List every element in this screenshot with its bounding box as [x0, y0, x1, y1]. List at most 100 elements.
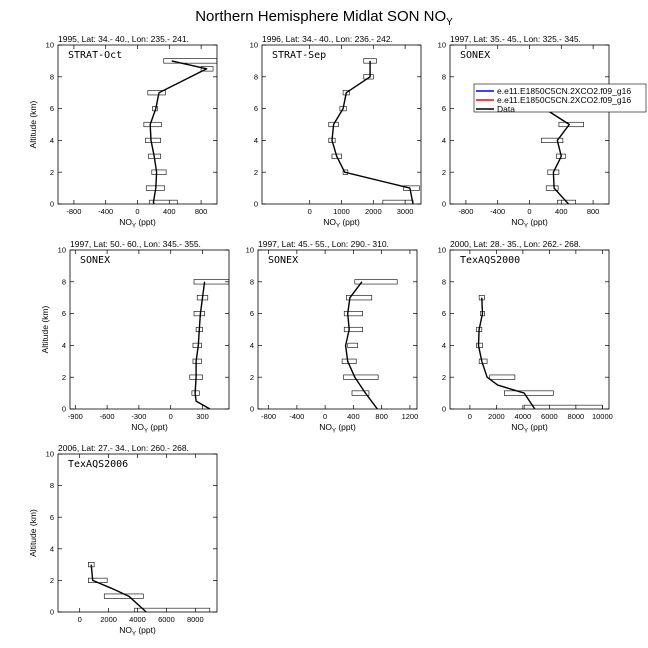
x-tick-label: -400	[98, 207, 113, 216]
x-tick-label: 400	[347, 412, 360, 421]
data-line	[194, 281, 211, 409]
x-tick-label: -800	[66, 207, 81, 216]
y-tick-label: 10	[250, 41, 258, 50]
plot-frame	[449, 249, 610, 410]
x-axis-label: NOY (ppt)	[323, 217, 360, 230]
x-tick-label: -300	[131, 412, 146, 421]
data-line	[331, 60, 414, 204]
y-tick-label: 6	[442, 309, 446, 318]
panel-title: 1996, Lat: 34.- 40., Lon: 236.- 242.	[262, 34, 393, 44]
y-tick-label: 0	[442, 405, 446, 414]
y-tick-label: 8	[62, 277, 66, 286]
y-tick-label: 10	[58, 246, 66, 255]
x-tick-label: 0	[323, 412, 327, 421]
panel-title: 1997, Lat: 50.- 60., Lon: 345.- 355.	[70, 239, 201, 249]
y-tick-label: 8	[442, 72, 446, 81]
range-bar	[149, 199, 178, 204]
plot-frame	[257, 249, 418, 410]
panel: 1997, Lat: 45.- 55., Lon: 290.- 310. 0 2 4 6…	[246, 239, 419, 435]
range-bar	[163, 58, 217, 64]
range-bar	[192, 342, 202, 348]
range-bar	[347, 342, 358, 348]
plot-area	[189, 279, 229, 409]
plot-area	[143, 58, 217, 204]
plot-frame	[57, 44, 218, 205]
data-line	[344, 281, 378, 409]
x-tick-label: 8000	[187, 615, 204, 624]
campaign-label: SONEX	[268, 255, 298, 266]
x-axis-label: NOY (ppt)	[119, 217, 156, 230]
plot-frame	[69, 249, 230, 410]
y-axis-label: Altitude (km)	[28, 509, 38, 557]
x-tick-label: -400	[289, 412, 304, 421]
x-tick-label: 0	[169, 412, 173, 421]
x-tick-label: 1200	[402, 412, 419, 421]
x-axis-label: NOY (ppt)	[511, 217, 548, 230]
y-tick-label: 6	[50, 104, 54, 113]
panel-title: 1997, Lat: 35.- 45., Lon: 325.- 345.	[450, 34, 581, 44]
range-bar	[134, 607, 211, 612]
x-tick-label: -600	[100, 412, 115, 421]
range-bar	[343, 311, 363, 317]
range-bar	[145, 137, 161, 143]
x-axis-label: NOY (ppt)	[511, 422, 548, 435]
y-tick-label: 6	[442, 104, 446, 113]
panel: 1995, Lat: 34.- 40., Lon: 235.- 241. 0 2 4 6…	[28, 34, 218, 230]
data-line	[149, 60, 208, 204]
range-bar	[143, 121, 162, 128]
y-tick-label: 6	[250, 309, 254, 318]
x-tick-label: 6000	[541, 412, 558, 421]
x-tick-label: 400	[163, 207, 176, 216]
range-bar	[541, 137, 564, 143]
range-bar	[545, 185, 559, 191]
y-tick-label: 4	[250, 341, 254, 350]
panel-title: 2006, Lat: 27.- 34., Lon: 260.- 268.	[58, 443, 189, 453]
y-tick-label: 6	[62, 309, 66, 318]
range-bar	[151, 169, 167, 175]
x-axis-label: NOY (ppt)	[319, 422, 356, 435]
range-bar	[343, 374, 379, 380]
y-tick-label: 4	[254, 136, 258, 145]
panel-title: 2000, Lat: 28.- 35., Lon: 262.- 268.	[450, 239, 581, 249]
y-tick-label: 4	[62, 341, 66, 350]
x-tick-label: 0	[468, 412, 472, 421]
x-tick-label: 0	[135, 207, 139, 216]
panel: 1997, Lat: 35.- 45., Lon: 325.- 345. 0 2 4 6…	[438, 34, 610, 230]
panels: 1995, Lat: 34.- 40., Lon: 235.- 241. 0 2 4 6…	[28, 34, 647, 638]
x-tick-label: 800	[195, 207, 208, 216]
range-bar	[351, 390, 370, 396]
x-tick-label: 0	[527, 207, 531, 216]
range-bar	[147, 90, 166, 96]
y-tick-label: 2	[254, 168, 258, 177]
legend: e.e11.E1850C5CN.2XCO2.f09_g16e.e11.E1850…	[473, 83, 647, 114]
y-tick-label: 2	[250, 373, 254, 382]
y-tick-label: 0	[250, 405, 254, 414]
range-bar	[200, 66, 214, 72]
x-tick-label: 3000	[397, 207, 414, 216]
range-bar	[558, 121, 584, 128]
plot-area	[476, 295, 603, 409]
x-tick-label: 800	[375, 412, 388, 421]
legend-box	[473, 83, 647, 113]
x-tick-label: 2000	[365, 207, 382, 216]
panel: 1996, Lat: 34.- 40., Lon: 236.- 242. 0 2 4 6…	[250, 34, 422, 230]
campaign-label: SONEX	[460, 50, 490, 61]
x-tick-label: 0	[78, 615, 82, 624]
x-tick-label: -800	[458, 207, 473, 216]
x-tick-label: 4000	[515, 412, 532, 421]
panel-title: 1995, Lat: 34.- 40., Lon: 235.- 241.	[58, 34, 189, 44]
x-tick-label: 0	[308, 207, 312, 216]
range-bar	[363, 74, 374, 80]
x-tick-label: 6000	[158, 615, 175, 624]
x-tick-label: 10000	[592, 412, 613, 421]
y-axis-label: Altitude (km)	[28, 100, 38, 148]
legend-label: e.e11.E1850C5CN.2XCO2.f09_g16	[497, 95, 631, 105]
y-tick-label: 2	[442, 168, 446, 177]
figure-title: Northern Hemisphere Midlat SON NOY	[195, 8, 453, 28]
y-axis-label: Altitude (km)	[40, 305, 50, 353]
x-tick-label: 300	[196, 412, 209, 421]
y-tick-label: 2	[62, 373, 66, 382]
range-bar	[403, 185, 420, 191]
campaign-label: STRAT-Oct	[68, 50, 122, 61]
panel: 2006, Lat: 27.- 34., Lon: 260.- 268. 0 2 4 6…	[28, 443, 218, 638]
